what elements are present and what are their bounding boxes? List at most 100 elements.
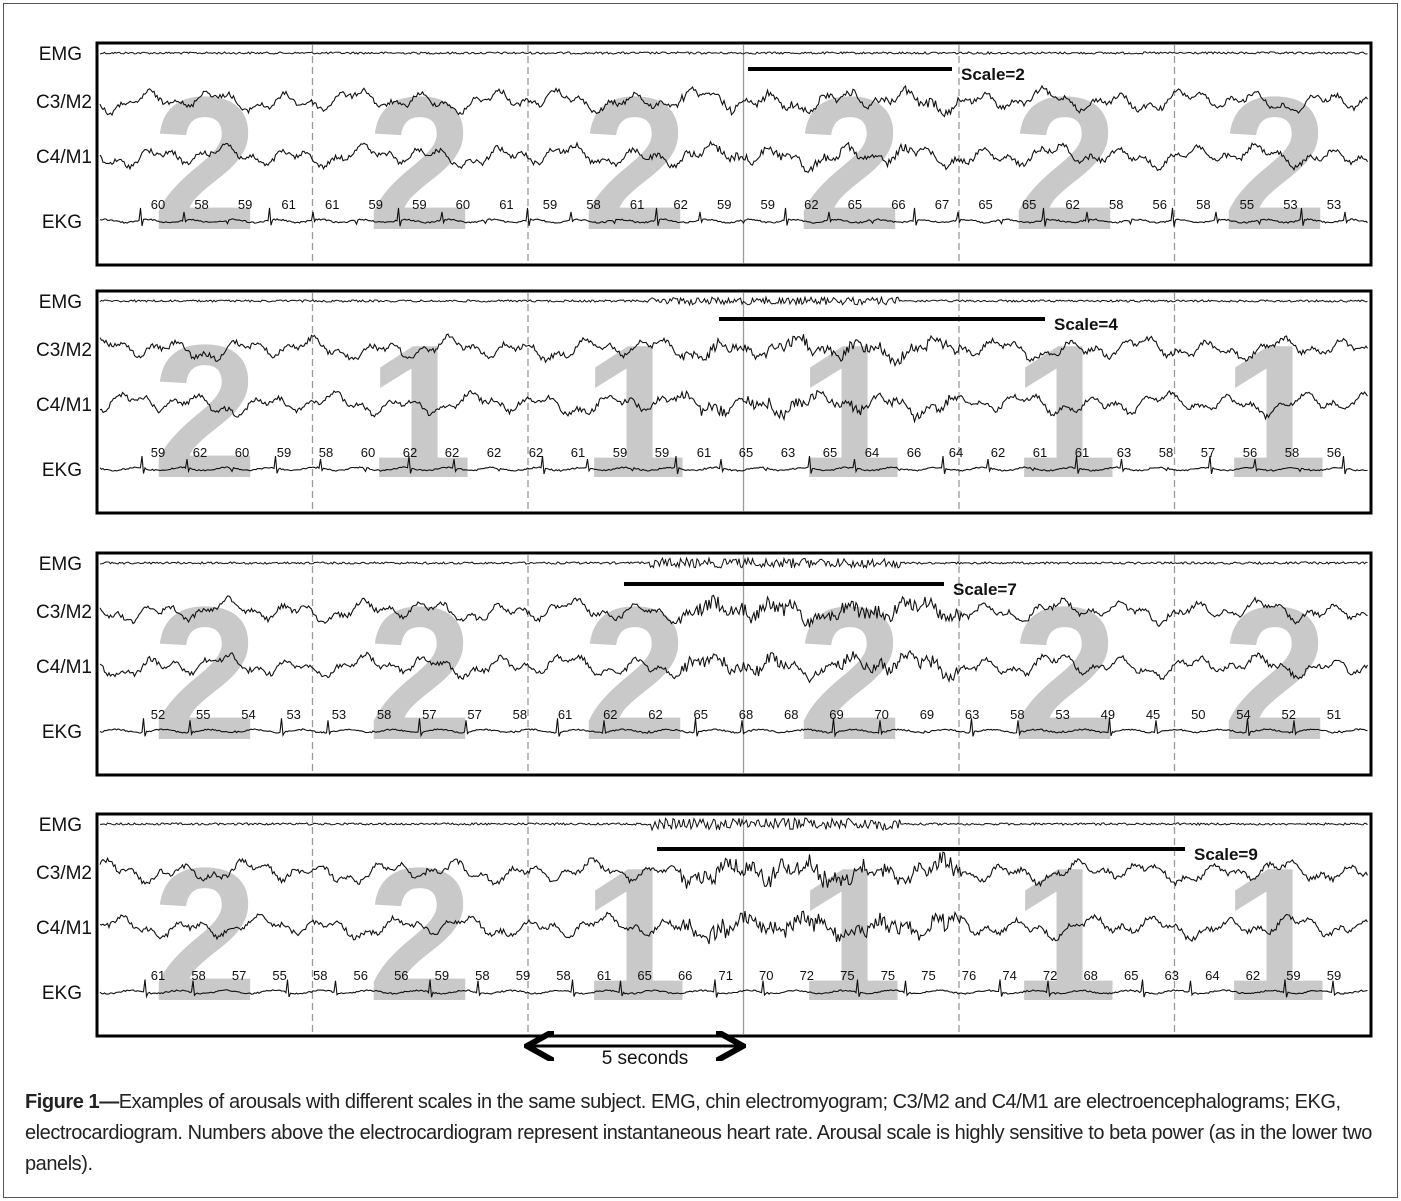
heart-rate: 56 <box>1243 445 1257 460</box>
sleep-stage: 1 <box>797 306 903 518</box>
heart-rate: 59 <box>435 968 449 983</box>
heart-rate: 53 <box>1055 707 1069 722</box>
heart-rate: 64 <box>865 445 879 460</box>
heart-rate: 59 <box>277 445 291 460</box>
heart-rate: 53 <box>1327 197 1341 212</box>
heart-rate: 62 <box>1246 968 1260 983</box>
heart-rate: 57 <box>1201 445 1215 460</box>
heart-rate: 57 <box>422 707 436 722</box>
heart-rate: 68 <box>1083 968 1097 983</box>
heart-rate: 54 <box>1236 707 1250 722</box>
scale-label: Scale=2 <box>961 65 1025 84</box>
heart-rate: 66 <box>678 968 692 983</box>
heart-rate: 52 <box>151 707 165 722</box>
heart-rate: 65 <box>823 445 837 460</box>
sleep-stage: 2 <box>1222 568 1328 780</box>
heart-rate: 60 <box>361 445 375 460</box>
page: {"panels": [ {"channels": ["EMG", "C3/M2… <box>0 0 1401 1201</box>
heart-rate: 61 <box>630 197 644 212</box>
channel-label: C3/M2 <box>36 92 92 113</box>
heart-rate: 58 <box>1159 445 1173 460</box>
heart-rate: 59 <box>761 197 775 212</box>
heart-rate: 58 <box>191 968 205 983</box>
sleep-stage: 1 <box>1012 829 1118 1041</box>
heart-rate: 53 <box>1283 197 1297 212</box>
scale-label: Scale=4 <box>1054 315 1118 334</box>
channel-label: C3/M2 <box>36 602 92 623</box>
heart-rate: 69 <box>829 707 843 722</box>
heart-rate: 62 <box>1065 197 1079 212</box>
channel-label: C4/M1 <box>36 918 92 939</box>
heart-rate: 57 <box>232 968 246 983</box>
heart-rate: 58 <box>1109 197 1123 212</box>
sleep-stage: 2 <box>1222 58 1328 270</box>
heart-rate: 56 <box>1153 197 1167 212</box>
heart-rate: 69 <box>920 707 934 722</box>
heart-rate: 61 <box>1033 445 1047 460</box>
emg-trace <box>100 297 1368 305</box>
heart-rate: 59 <box>238 197 252 212</box>
eeg-trace <box>100 142 1368 173</box>
heart-rate: 61 <box>1075 445 1089 460</box>
heart-rate: 62 <box>648 707 662 722</box>
heart-rate: 58 <box>513 707 527 722</box>
heart-rate: 67 <box>935 197 949 212</box>
heart-rate: 72 <box>800 968 814 983</box>
heart-rate: 58 <box>319 445 333 460</box>
heart-rate: 61 <box>697 445 711 460</box>
heart-rate: 62 <box>804 197 818 212</box>
channel-label: EMG <box>39 554 82 575</box>
scale-label: Scale=9 <box>1194 845 1258 864</box>
channel-label: EMG <box>39 815 82 836</box>
heart-rate: 60 <box>235 445 249 460</box>
heart-rate: 65 <box>978 197 992 212</box>
heart-rate: 59 <box>369 197 383 212</box>
heart-rate: 59 <box>516 968 530 983</box>
heart-rate: 76 <box>962 968 976 983</box>
time-scale-label: 5 seconds <box>602 1048 689 1069</box>
heart-rate: 59 <box>151 445 165 460</box>
heart-rate: 65 <box>739 445 753 460</box>
heart-rate: 62 <box>673 197 687 212</box>
caption-label: Figure 1— <box>25 1091 119 1113</box>
heart-rate: 61 <box>151 968 165 983</box>
sleep-stage: 1 <box>582 306 688 518</box>
eeg-trace <box>100 334 1368 365</box>
heart-rate: 58 <box>556 968 570 983</box>
channel-label: C3/M2 <box>36 340 92 361</box>
sleep-stage: 2 <box>367 58 473 270</box>
channel-label: EKG <box>42 212 82 233</box>
sleep-stage: 2 <box>152 58 258 270</box>
heart-rate: 59 <box>1286 968 1300 983</box>
heart-rate: 62 <box>193 445 207 460</box>
heart-rate: 62 <box>403 445 417 460</box>
heart-rate: 56 <box>1327 445 1341 460</box>
emg-trace <box>100 52 1368 54</box>
eeg-trace <box>100 911 1368 944</box>
heart-rate: 60 <box>151 197 165 212</box>
heart-rate: 56 <box>394 968 408 983</box>
heart-rate: 57 <box>467 707 481 722</box>
heart-rate: 70 <box>874 707 888 722</box>
heart-rate: 50 <box>1191 707 1205 722</box>
sleep-stage: 2 <box>152 568 258 780</box>
channel-label: EMG <box>39 292 82 313</box>
heart-rate: 65 <box>694 707 708 722</box>
heart-rate: 55 <box>272 968 286 983</box>
channel-label: EKG <box>42 460 82 481</box>
heart-rate: 53 <box>286 707 300 722</box>
heart-rate: 61 <box>571 445 585 460</box>
channel-label: C4/M1 <box>36 657 92 678</box>
heart-rate: 59 <box>613 445 627 460</box>
sleep-stage: 2 <box>1012 58 1118 270</box>
heart-rate: 63 <box>965 707 979 722</box>
heart-rate: 51 <box>1327 707 1341 722</box>
heart-rate: 68 <box>739 707 753 722</box>
heart-rate: 55 <box>196 707 210 722</box>
heart-rate: 49 <box>1101 707 1115 722</box>
heart-rate: 72 <box>1043 968 1057 983</box>
heart-rate: 70 <box>759 968 773 983</box>
eeg-trace <box>100 595 1368 627</box>
heart-rate: 54 <box>241 707 255 722</box>
caption: Figure 1—Examples of arousals with diffe… <box>25 1087 1380 1180</box>
